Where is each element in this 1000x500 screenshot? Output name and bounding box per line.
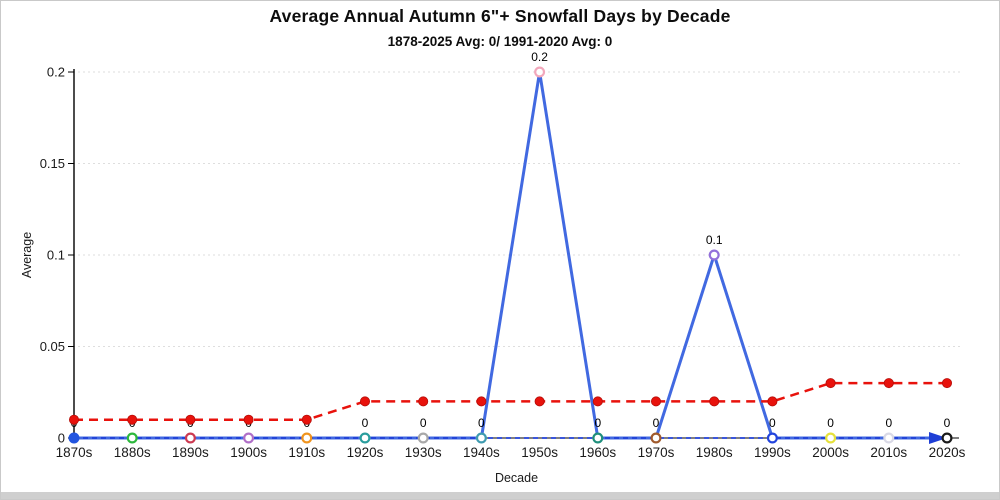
data-label-1990s: 0 [769, 416, 776, 430]
series-point-marker-1890s [184, 432, 196, 444]
data-label-1970s: 0 [653, 416, 660, 430]
red-trend-point-1990s [767, 396, 778, 407]
red-trend-point-1970s [651, 396, 662, 407]
red-trend-line [74, 381, 947, 421]
red-trend-point-1910s [301, 414, 312, 425]
series-point-marker-1960s [592, 432, 604, 444]
horizontal-scrollbar[interactable] [1, 492, 999, 499]
data-label-2020s: 0 [944, 416, 951, 430]
series-point-marker-1990s [766, 432, 778, 444]
red-trend-point-1900s [243, 414, 254, 425]
data-label-2000s: 0 [827, 416, 834, 430]
series-point-marker-2020s [941, 432, 953, 444]
chart-subtitle: 1878-2025 Avg: 0/ 1991-2020 Avg: 0 [387, 34, 613, 49]
series-point-marker-1930s [417, 432, 429, 444]
x-tick-label-1900s: 1900s [230, 445, 267, 460]
red-trend-point-2010s [883, 378, 894, 389]
data-label-1920s: 0 [362, 416, 369, 430]
red-trend-point-1940s [476, 396, 487, 407]
series-point-marker-1940s [475, 432, 487, 444]
data-label-1980s: 0.1 [706, 233, 723, 247]
data-label-1940s: 0 [478, 416, 485, 430]
red-trend-point-1950s [534, 396, 545, 407]
data-label-1930s: 0 [420, 416, 427, 430]
data-label-1960s: 0 [594, 416, 601, 430]
x-tick-label-1950s: 1950s [521, 445, 558, 460]
red-trend-point-1960s [592, 396, 603, 407]
data-label-2010s: 0 [885, 416, 892, 430]
series-point-marker-1920s [359, 432, 371, 444]
y-tick-label-0.2: 0.2 [47, 65, 65, 80]
red-trend-point-1880s [127, 414, 138, 425]
x-axis-title: Decade [495, 471, 538, 485]
x-tick-label-1910s: 1910s [288, 445, 325, 460]
red-trend-point-1870s [69, 414, 80, 425]
x-tick-label-1940s: 1940s [463, 445, 500, 460]
series-point-marker-1900s [243, 432, 255, 444]
series-point-marker-2010s [883, 432, 895, 444]
red-trend-point-2000s [825, 378, 836, 389]
y-axis-title: Average [20, 232, 34, 278]
series-point-marker-1870s [68, 432, 80, 444]
red-trend-point-1890s [185, 414, 196, 425]
red-trend-point-2020s [942, 378, 953, 389]
x-tick-label-1960s: 1960s [579, 445, 616, 460]
x-tick-label-1980s: 1980s [696, 445, 733, 460]
chart-title: Average Annual Autumn 6"+ Snowfall Days … [269, 6, 731, 26]
data-label-1950s: 0.2 [531, 50, 548, 64]
y-tick-label-0: 0 [58, 431, 65, 446]
red-trend-point-1980s [709, 396, 720, 407]
x-tick-label-1870s: 1870s [56, 445, 93, 460]
series-point-marker-1970s [650, 432, 662, 444]
x-tick-label-1920s: 1920s [347, 445, 384, 460]
y-tick-label-0.05: 0.05 [40, 339, 65, 354]
y-tick-label-0.15: 0.15 [40, 156, 65, 171]
y-tick-label-0.1: 0.1 [47, 248, 65, 263]
x-tick-label-2000s: 2000s [812, 445, 849, 460]
x-tick-label-2010s: 2010s [870, 445, 907, 460]
x-tick-label-1880s: 1880s [114, 445, 151, 460]
x-tick-label-1970s: 1970s [638, 445, 675, 460]
x-tick-label-1930s: 1930s [405, 445, 442, 460]
x-tick-label-2020s: 2020s [929, 445, 966, 460]
series-point-marker-1910s [301, 432, 313, 444]
series-point-marker-1880s [126, 432, 138, 444]
x-tick-label-1890s: 1890s [172, 445, 209, 460]
series-point-marker-1980s [708, 249, 720, 261]
arrowhead-icon [929, 432, 947, 444]
x-tick-label-1990s: 1990s [754, 445, 791, 460]
red-trend-point-1920s [359, 396, 370, 407]
red-trend-point-1930s [418, 396, 429, 407]
series-point-marker-2000s [825, 432, 837, 444]
series-point-marker-1950s [534, 66, 546, 78]
